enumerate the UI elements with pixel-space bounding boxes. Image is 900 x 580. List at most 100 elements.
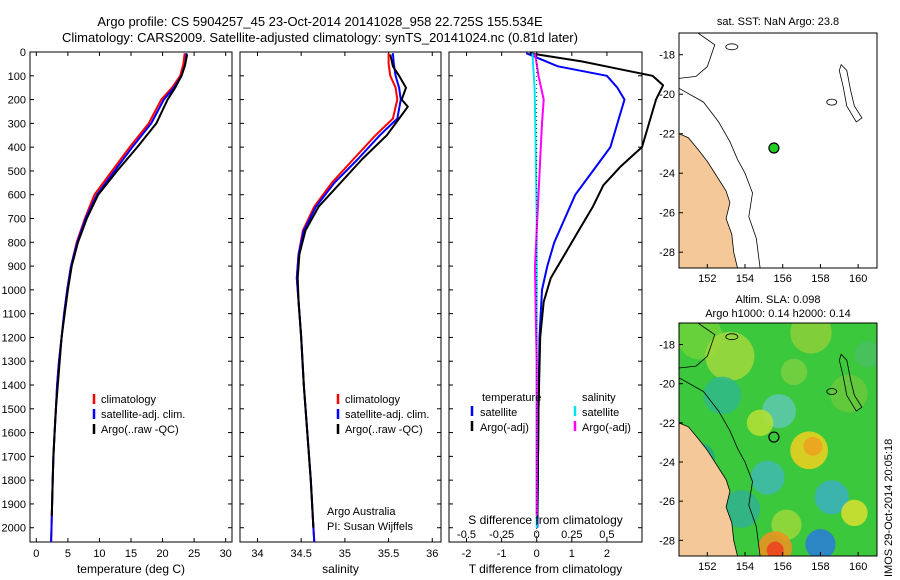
sla-map-sla-blob — [854, 341, 877, 368]
sla-map-xtick-label: 152 — [698, 561, 716, 573]
sla-map-sla-blob — [803, 436, 823, 456]
sla-map-contour — [679, 377, 761, 556]
salinity-series-argo — [296, 54, 409, 528]
depth-tick-label: 1400 — [2, 380, 26, 392]
sla-map-sla-blob — [829, 374, 868, 413]
salinity-xtick-label: 34 — [251, 548, 263, 560]
sst-map-contour — [679, 33, 716, 79]
sla-map-sla-blob — [750, 460, 785, 495]
sst-map-reef-outline — [826, 98, 838, 106]
sst-map-xtick-label: 152 — [698, 273, 716, 285]
sla-map-title-line-2: Argo h1000: 0.14 h2000: 0.14 — [705, 308, 851, 320]
sst-map-contour — [679, 87, 761, 268]
sst-map-xtick-label: 158 — [811, 273, 829, 285]
temperature-xlabel: temperature (deg C) — [77, 562, 185, 576]
depth-tick-label: 1100 — [2, 309, 26, 321]
sst-map-argo-marker — [768, 142, 780, 154]
sla-map-xtick-label: 158 — [811, 561, 829, 573]
sla-map-xtick-label: 156 — [774, 561, 792, 573]
diff-legend-label: Argo(-adj) — [582, 422, 631, 434]
temperature-xtick-label: 5 — [65, 548, 71, 560]
sla-map-contour — [679, 323, 716, 369]
difference-panel: -2 -1 0 1 2 T difference from climatology — [448, 51, 665, 576]
depth-tick-label: 1300 — [2, 356, 26, 368]
depth-tick-label: 1000 — [2, 285, 26, 297]
temperature-xtick-label: 15 — [125, 548, 137, 560]
depth-tick-label: 400 — [8, 142, 26, 154]
difference-xtick-label: -1 — [497, 548, 507, 560]
depth-tick-label: 700 — [8, 214, 26, 226]
salinity-legend-label: Argo(..raw -QC) — [345, 424, 423, 436]
sla-map-ytick-label: -22 — [659, 418, 675, 430]
depth-tick-label: 500 — [8, 166, 26, 178]
sla-map-sla-blob — [805, 529, 836, 556]
depth-tick-label: 900 — [8, 261, 26, 273]
temperature-xtick-label: 20 — [156, 548, 168, 560]
difference-xlabel-top: S difference from climatology — [468, 513, 623, 527]
depth-tick-label: 600 — [8, 190, 26, 202]
sla-map-sla-blob — [814, 480, 849, 515]
sla-map-xtick-label: 154 — [736, 561, 754, 573]
sla-map-ytick-label: -20 — [659, 379, 675, 391]
difference-top-tick-label: 0.5 — [599, 529, 614, 541]
difference-top-tick-label: -0.25 — [489, 529, 514, 541]
sst-map-frame — [678, 32, 878, 269]
temperature-series-argo — [50, 54, 189, 516]
depth-tick-label: 2000 — [2, 523, 26, 535]
sst-map-ytick-label: -22 — [659, 129, 675, 141]
sst-map-reef-outline — [838, 63, 863, 123]
sst-map-title: sat. SST: NaN Argo: 23.8 — [717, 16, 839, 28]
diff-legend-label: satellite — [582, 407, 619, 419]
depth-tick-label: 100 — [8, 71, 26, 83]
depth-tick-label: 300 — [8, 118, 26, 130]
diff-legend-salinity-title: salinity — [582, 392, 616, 404]
temperature-xtick-label: 0 — [33, 548, 39, 560]
salinity-frame — [239, 51, 442, 543]
sla-map-ytick-label: -18 — [659, 340, 675, 352]
temperature-legend-label: climatology — [101, 394, 157, 406]
difference-top-tick-label: 0 — [534, 529, 540, 541]
depth-tick-label: 1500 — [2, 404, 26, 416]
sla-map-xtick-label: 160 — [849, 561, 867, 573]
sst-map-ytick-label: -24 — [659, 168, 675, 180]
salinity-legend-label: climatology — [345, 394, 401, 406]
difference-xlabel: T difference from climatology — [469, 562, 623, 576]
diff-legend-label: Argo(-adj) — [480, 422, 529, 434]
sla-map-sla-blob — [780, 358, 808, 386]
sla-map-title-line-1: Altim. SLA: 0.098 — [736, 294, 821, 306]
sst-map-ytick-label: -20 — [659, 89, 675, 101]
difference-xtick-label: 0 — [534, 548, 540, 560]
sla-map-frame — [678, 322, 878, 557]
sst-map-map-body — [679, 33, 877, 268]
depth-tick-label: 1900 — [2, 499, 26, 511]
plot-title-line-1: Argo profile: CS 5904257_45 23-Oct-2014 … — [97, 14, 543, 29]
salinity-xtick-label: 36 — [426, 548, 438, 560]
salinity-annotation-line-1: Argo Australia — [327, 506, 396, 518]
sla-map-sla-blob — [722, 490, 761, 528]
difference-series-argo — [529, 52, 665, 516]
sst-map-ytick-label: -18 — [659, 50, 675, 62]
sla-map-reef-outline — [838, 353, 863, 412]
temperature-panel: 0 5 10 15 20 25 30 temperature (deg C) — [29, 51, 233, 576]
salinity-panel: 34 34.5 35 35.5 36 salinity — [239, 51, 442, 576]
depth-tick-label: 200 — [8, 95, 26, 107]
salinity-annotation-line-2: PI: Susan Wijffels — [327, 521, 413, 533]
salinity-xlabel: salinity — [322, 562, 359, 576]
sla-map-land — [679, 422, 738, 556]
difference-xtick-label: 1 — [569, 548, 575, 560]
sst-map-land — [679, 133, 738, 268]
depth-tick-label: 1800 — [2, 475, 26, 487]
sst-map-xtick-label: 156 — [774, 273, 792, 285]
sla-map-ytick-label: -28 — [659, 535, 675, 547]
temperature-frame — [29, 51, 233, 543]
sla-map-ytick-label: -26 — [659, 496, 675, 508]
sla-map-sla-blob — [703, 376, 742, 415]
sla-map-map-body — [679, 323, 877, 556]
sla-map-sla-blob — [841, 499, 868, 527]
difference-series-salinity_argo — [534, 53, 545, 516]
sst-map-ytick-label: -26 — [659, 208, 675, 220]
sla-map-reef-outline — [826, 388, 838, 395]
difference-xtick-label: 2 — [604, 548, 610, 560]
salinity-xtick-label: 35 — [339, 548, 351, 560]
